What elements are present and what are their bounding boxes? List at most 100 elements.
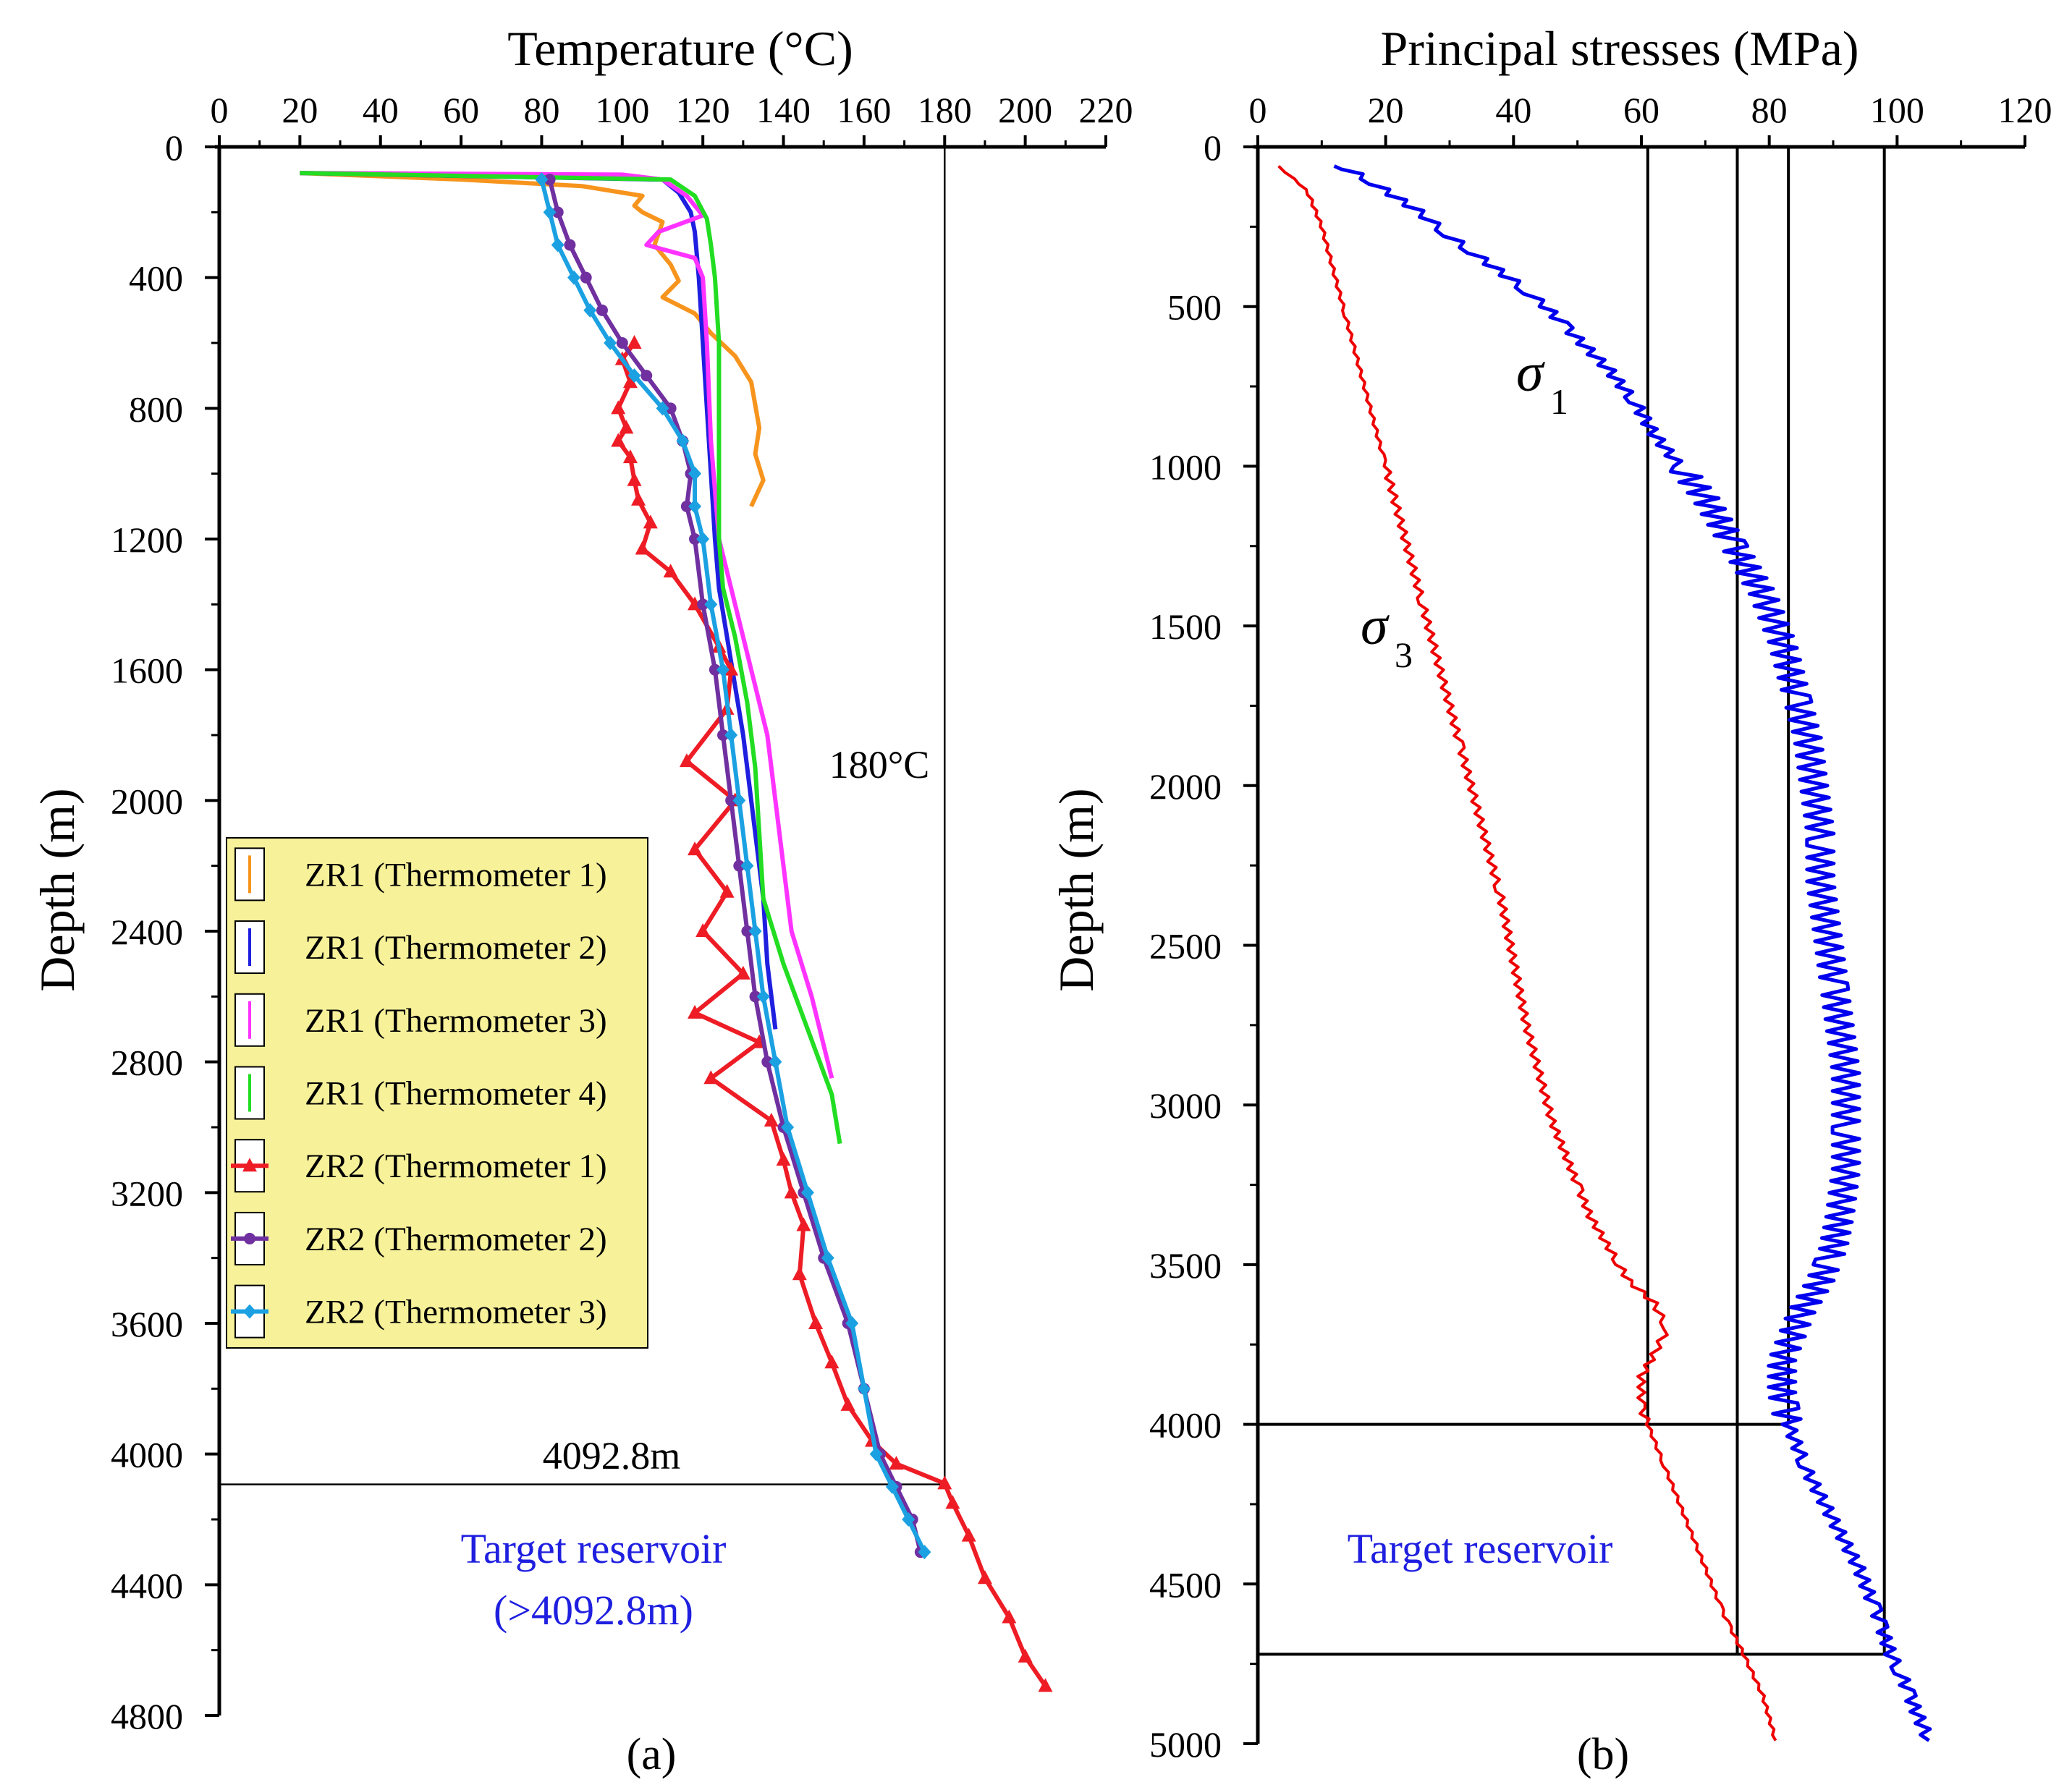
panel-a-temperature: Temperature (°C) Depth (m) (a) 0 20 40 60 80… <box>30 21 1133 1779</box>
data-point <box>631 491 646 506</box>
data-point <box>604 336 617 350</box>
legend-entry-zr2-thermometer-1: ZR2 (Thermometer 1) <box>231 1139 607 1193</box>
data-point <box>704 597 718 612</box>
data-point <box>764 1112 779 1127</box>
data-point <box>619 420 634 434</box>
panel-a-ylabel: Depth (m) <box>30 788 85 991</box>
data-point <box>808 1315 824 1329</box>
legend-entry-zr1-thermometer-1: ZR1 (Thermometer 1) <box>234 847 607 902</box>
series-line <box>300 171 834 1079</box>
data-point <box>1038 1678 1053 1692</box>
x-tick-label: 40 <box>363 90 399 130</box>
data-point <box>961 1527 976 1542</box>
data-point <box>821 1250 834 1265</box>
data-point <box>845 1316 859 1331</box>
data-point <box>688 841 703 856</box>
y-tick-label: 2500 <box>1149 926 1222 967</box>
data-point <box>857 1381 871 1396</box>
data-point <box>697 598 709 611</box>
data-point <box>748 924 762 938</box>
y-tick-label: 1200 <box>111 519 183 560</box>
data-point <box>784 1184 799 1199</box>
data-point <box>937 1475 952 1490</box>
data-point <box>776 1152 791 1166</box>
x-tick-label: 40 <box>1495 90 1531 130</box>
data-point <box>627 368 641 383</box>
data-point <box>740 858 754 873</box>
data-point <box>564 239 576 251</box>
legend-label: ZR1 (Thermometer 1) <box>305 856 607 894</box>
y-tick-label: 1600 <box>111 650 183 691</box>
x-tick-label: 20 <box>1368 90 1404 130</box>
series-line <box>300 171 778 1030</box>
data-point <box>769 1054 782 1069</box>
series-zr1-thermometer-3 <box>300 171 834 1079</box>
legend-label: ZR1 (Thermometer 2) <box>305 929 607 967</box>
data-point <box>622 374 638 389</box>
data-point <box>800 1185 814 1200</box>
series-zr1-thermometer-1 <box>300 171 766 508</box>
data-point <box>688 1004 703 1019</box>
y-tick-label: 4800 <box>111 1696 183 1736</box>
panel-b-title: Principal stresses (MPa) <box>1380 21 1859 76</box>
legend-entry-zr1-thermometer-2: ZR1 (Thermometer 2) <box>234 920 607 975</box>
y-tick-label: 500 <box>1167 287 1222 328</box>
x-tick-label: 100 <box>1870 90 1924 130</box>
x-tick-label: 0 <box>1249 90 1267 130</box>
x-tick-label: 180 <box>918 90 972 130</box>
series-zr1-thermometer-2 <box>300 171 778 1030</box>
data-point <box>735 965 750 980</box>
series-line <box>300 171 842 1145</box>
legend-label: ZR2 (Thermometer 3) <box>305 1294 607 1331</box>
data-point <box>719 883 735 898</box>
data-point <box>703 1070 719 1085</box>
sigma1-curve <box>1333 164 1932 1742</box>
legend-entry-zr2-thermometer-2: ZR2 (Thermometer 2) <box>231 1211 607 1265</box>
legend-label: ZR2 (Thermometer 2) <box>305 1221 607 1258</box>
panel-b-target-reservoir-label: Target reservoir <box>1348 1525 1613 1572</box>
x-tick-label: 120 <box>1998 90 2052 130</box>
data-point <box>551 206 564 219</box>
x-tick-label: 80 <box>523 90 559 130</box>
sigma3-curve <box>1277 165 1777 1742</box>
panel-b-stresses: Principal stresses (MPa) Depth (m) (b) 0… <box>1049 21 2052 1779</box>
legend-swatch-marker <box>244 1232 255 1244</box>
legend-entry-zr1-thermometer-3: ZR1 (Thermometer 3) <box>234 993 607 1047</box>
data-point <box>663 564 678 578</box>
y-tick-label: 4500 <box>1149 1564 1222 1605</box>
panel-b-label: (b) <box>1577 1730 1629 1779</box>
data-point <box>535 172 549 187</box>
y-tick-label: 2800 <box>111 1043 183 1083</box>
data-point <box>622 449 638 464</box>
reservoir-depth-label: 4092.8m <box>543 1434 681 1477</box>
data-point <box>732 793 746 808</box>
data-point <box>611 400 626 415</box>
data-point <box>840 1396 855 1411</box>
data-point <box>725 794 737 807</box>
data-point <box>1002 1609 1017 1624</box>
y-tick-label: 2000 <box>111 781 183 821</box>
data-point <box>611 433 626 447</box>
y-tick-label: 2000 <box>1149 766 1222 807</box>
data-point <box>616 337 628 349</box>
data-point <box>680 500 693 512</box>
sigma3-subscript: 3 <box>1395 635 1413 675</box>
y-tick-label: 0 <box>165 127 183 168</box>
panel-a-series <box>300 171 1053 1692</box>
data-point <box>596 304 608 316</box>
target-reservoir-depth-label: (>4092.8m) <box>494 1587 693 1634</box>
data-point <box>902 1512 916 1527</box>
x-tick-label: 80 <box>1751 90 1788 130</box>
y-tick-label: 0 <box>1204 127 1222 168</box>
data-point <box>709 663 721 676</box>
panel-b-series <box>1277 164 1932 1742</box>
x-tick-label: 60 <box>443 90 479 130</box>
series-line <box>300 171 766 508</box>
x-tick-label: 0 <box>211 90 229 130</box>
y-tick-label: 4400 <box>111 1565 183 1606</box>
data-point <box>889 1456 904 1470</box>
data-point <box>635 540 650 555</box>
data-point <box>724 728 738 742</box>
y-tick-label: 800 <box>129 389 183 429</box>
